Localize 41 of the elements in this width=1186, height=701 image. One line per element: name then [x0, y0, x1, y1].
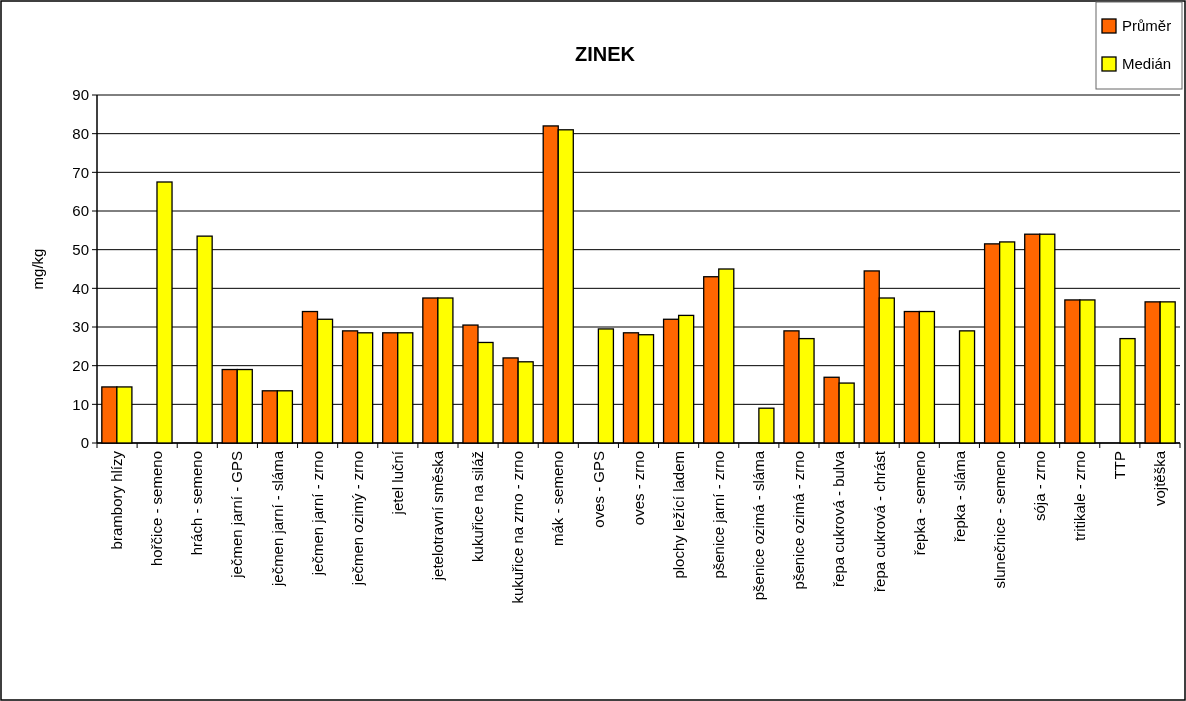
x-tick-label: řepka - semeno: [910, 451, 928, 556]
x-tick-label: oves - GPS: [589, 451, 607, 528]
y-tick-label: 0: [80, 434, 89, 452]
x-tick-label: řepka - sláma: [950, 450, 968, 542]
x-tick-label: pšenice ozimá - sláma: [750, 450, 768, 601]
x-tick-label: jetelotravní směska: [429, 450, 447, 582]
x-tick-label: jetel luční: [388, 450, 406, 516]
x-tick-label: ječmen ozimý - zrno: [348, 451, 366, 587]
x-tick-label: slunečnice - semeno: [990, 451, 1008, 589]
x-tick-label: hořčice - semeno: [148, 451, 166, 567]
x-tick-label: hrách - semeno: [188, 451, 206, 556]
x-tick-label: kukuřice na siláž: [469, 451, 487, 562]
x-tick-label: mák - semeno: [549, 451, 567, 547]
y-tick-label: 60: [72, 202, 89, 220]
x-tick-label: brambory hlízy: [108, 450, 126, 550]
x-tick-label: TTP: [1111, 451, 1129, 480]
x-tick-label: ječmen jarní - GPS: [228, 451, 246, 579]
x-tick-label: vojtěška: [1151, 450, 1169, 507]
x-tick-label: řepa cukrová - chrást: [870, 450, 888, 592]
y-tick-label: 70: [72, 163, 89, 181]
x-tick-label: sója - zrno: [1031, 451, 1049, 522]
y-tick-label: 90: [72, 86, 89, 104]
y-tick-label: 40: [72, 279, 89, 297]
x-tick-label: pšenice ozimá - zrno: [790, 451, 808, 590]
x-tick-label: kukuřice na zrno - zrno: [509, 451, 527, 604]
legend-label: Průměr: [1122, 17, 1172, 35]
y-tick-label: 50: [72, 240, 89, 258]
x-tick-label: plochy ležící ladem: [669, 451, 687, 579]
y-tick-label: 30: [72, 318, 89, 336]
x-tick-label: oves - zrno: [629, 451, 647, 526]
y-tick-label: 20: [72, 356, 89, 374]
y-axis-title: mg/kg: [29, 248, 46, 290]
x-tick-label: tritikale - zrno: [1071, 451, 1089, 542]
y-tick-label: 10: [72, 395, 89, 413]
x-tick-label: ječmen jarní - sláma: [268, 450, 286, 588]
x-tick-label: řepa cukrová - bulva: [830, 450, 848, 587]
x-tick-label: pšenice jarní - zrno: [710, 451, 727, 579]
x-tick-label: ječmen jarní - zrno: [308, 451, 326, 577]
y-tick-label: 80: [72, 124, 89, 142]
legend-label: Medián: [1122, 55, 1172, 73]
chart-title: ZINEK: [575, 43, 636, 65]
